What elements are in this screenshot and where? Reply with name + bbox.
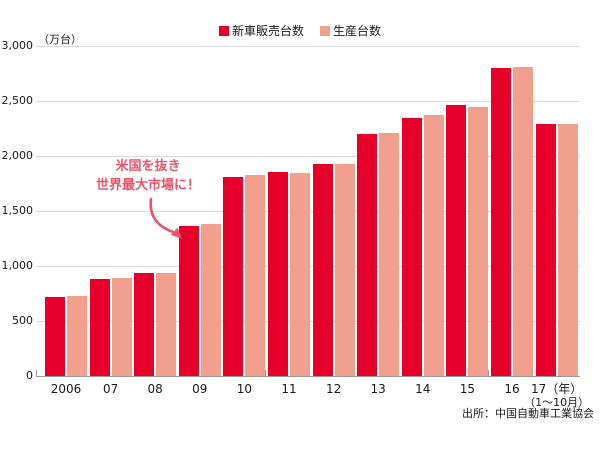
x-axis-label: 10 xyxy=(236,382,253,396)
bar-sales-16 xyxy=(491,67,511,376)
bar-production-13 xyxy=(379,132,400,376)
annotation-line2: 世界最大市場に！ xyxy=(95,178,200,193)
bar-sales-09 xyxy=(178,225,199,376)
y-axis-label: 2,000 xyxy=(1,149,34,162)
x-axis-label: 15 xyxy=(459,382,476,396)
gridline-3,000 xyxy=(36,45,580,47)
source-note: 出所：中国自動車工業協会 xyxy=(462,407,594,420)
x-axis-label: 16 xyxy=(504,382,520,396)
bar-sales-12 xyxy=(312,163,333,376)
x-axis-label: 2006 xyxy=(50,382,82,396)
bar-sales-10 xyxy=(223,177,244,376)
y-axis-label: 1,000 xyxy=(1,259,34,272)
x-axis-label: 14 xyxy=(415,382,431,396)
bar-sales-08 xyxy=(134,272,155,376)
bar-production-12 xyxy=(334,164,355,376)
bar-sales-14 xyxy=(401,117,422,376)
bar-sales-15 xyxy=(446,105,467,376)
y-axis-label: 2,500 xyxy=(1,94,34,107)
legend-production-label: 生産台数 xyxy=(333,24,382,38)
bar-production-10 xyxy=(245,175,266,376)
bar-production-16 xyxy=(513,66,533,376)
y-axis-label: 500 xyxy=(12,314,33,327)
bar-production-08 xyxy=(156,273,177,376)
bar-sales-11 xyxy=(268,172,288,376)
x-axis-label: 11 xyxy=(281,382,297,396)
y-axis-unit-label: （万台） xyxy=(38,33,82,46)
gridline-2,000 xyxy=(36,155,580,157)
bar-production-11 xyxy=(290,173,310,376)
gridline-2,500 xyxy=(36,100,580,102)
y-axis-label: 3,000 xyxy=(1,39,34,52)
x-axis-label: 07 xyxy=(102,382,119,396)
x-axis-label: 13 xyxy=(370,382,386,396)
y-axis-label: 1,500 xyxy=(1,204,34,217)
curved-arrow-icon xyxy=(149,197,182,239)
bar-sales-13 xyxy=(357,134,378,376)
annotation-line1: 米国を抜き xyxy=(115,159,181,174)
legend-sales-label: 新車販売台数 xyxy=(231,24,304,38)
x-axis-label: 09 xyxy=(192,382,208,396)
bar-sales-07 xyxy=(89,279,110,376)
legend-item-sales: 新車販売台数 xyxy=(218,22,304,39)
bar-production-14 xyxy=(423,115,444,376)
x-axis-tick xyxy=(36,370,37,376)
production-legend-swatch-icon xyxy=(320,25,330,36)
bar-production-09 xyxy=(200,224,221,376)
legend: 新車販売台数 生産台数 xyxy=(218,22,381,39)
bar-production-17（年） xyxy=(557,123,578,376)
bar-production-2006 xyxy=(67,295,87,376)
sales-legend-swatch-icon xyxy=(218,25,229,36)
y-axis-label: 0 xyxy=(26,369,33,382)
bar-sales-2006 xyxy=(45,296,65,376)
x-axis-label: 12 xyxy=(325,382,342,396)
annotation-callout: 米国を抜き 世界最大市場に！ xyxy=(86,157,210,195)
legend-item-production: 生産台数 xyxy=(320,22,381,39)
x-axis-label: 08 xyxy=(147,382,163,396)
bar-sales-17（年） xyxy=(535,123,556,376)
bar-production-07 xyxy=(111,278,132,376)
plot-area xyxy=(36,45,580,377)
bar-production-15 xyxy=(468,106,489,376)
x-axis-label: 17（年） （1～10月） xyxy=(524,382,590,409)
